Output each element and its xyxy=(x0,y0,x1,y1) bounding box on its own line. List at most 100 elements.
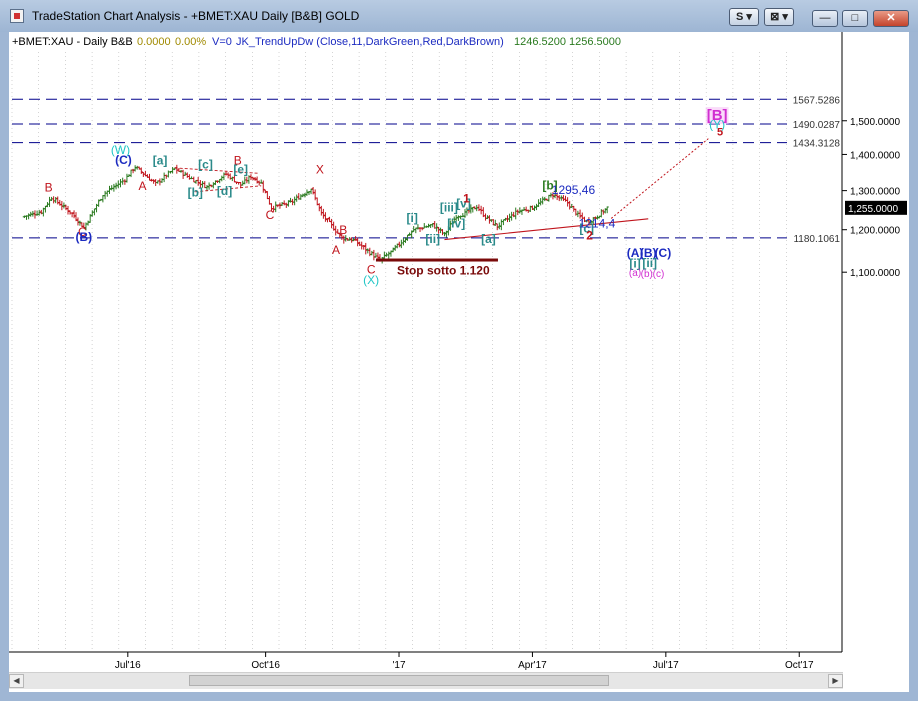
wave-label: [c] xyxy=(198,158,213,172)
wave-label: 1214,4 xyxy=(579,217,616,231)
chart-area[interactable]: 1567.5286 1490.0287 1434.3128 1180.1061 Sto… xyxy=(9,32,909,692)
drawn-lines: Stop sotto 1.120 xyxy=(174,138,709,278)
title-bar[interactable]: TradeStation Chart Analysis - +BMET:XAU … xyxy=(0,0,918,32)
wave-label: [a] xyxy=(481,232,496,246)
level-label-bg xyxy=(787,135,839,149)
wave-label: B xyxy=(45,180,53,194)
app-icon xyxy=(10,9,24,23)
header-change: 0.0000 xyxy=(137,36,171,48)
stop-box-bar xyxy=(375,258,498,262)
wave-label: C xyxy=(367,263,376,277)
x-tick-label: Jul'16 xyxy=(115,660,141,671)
wave-labels: (W)(C)BC(B)[a]A[c] B[e][b] [d]CXBAC(X)[i][… xyxy=(45,107,729,287)
wave-label: C xyxy=(78,225,87,239)
triangle-upper-line xyxy=(174,167,259,174)
wave-label: 1 xyxy=(463,191,470,205)
wave-label: (Y) xyxy=(709,118,725,132)
wave-label: 5 xyxy=(717,127,723,139)
x-tick-label: Apr'17 xyxy=(518,660,547,671)
header-indicator-value-1: 1246.5200 xyxy=(514,36,566,48)
wave-label: X xyxy=(316,163,324,177)
wave-label: A xyxy=(138,179,146,193)
stop-label: Stop sotto 1.120 xyxy=(397,264,490,278)
y-tick-label: 1,200.0000 xyxy=(850,226,900,237)
price-bars xyxy=(22,164,609,264)
right-border xyxy=(909,32,918,692)
level-label: 1567.5286 xyxy=(793,95,841,106)
level-label: 1434.3128 xyxy=(793,139,841,150)
header-symbol: +BMET:XAU - Daily B&B xyxy=(12,36,133,48)
projection-line xyxy=(610,138,709,219)
x-tick-label: Oct'16 xyxy=(251,660,280,671)
wave-label: [i] xyxy=(407,211,418,225)
close-button[interactable]: ✕ xyxy=(873,10,909,27)
wave-label: [B] xyxy=(707,107,728,124)
wave-label: C xyxy=(266,208,275,222)
scroll-left-button[interactable]: ◀ xyxy=(9,674,24,688)
window-title: TradeStation Chart Analysis - +BMET:XAU … xyxy=(32,9,360,23)
wave-label: [b] xyxy=(188,186,203,200)
wave-label: (W) xyxy=(111,143,130,157)
scroll-right-button[interactable]: ▶ xyxy=(828,674,843,688)
trend-line xyxy=(444,218,649,241)
level-label-bg xyxy=(787,230,839,244)
last-price-box xyxy=(845,200,907,215)
horizontal-levels: 1567.5286 1490.0287 1434.3128 1180.1061 xyxy=(12,92,842,245)
wave-label: (C) xyxy=(655,246,672,260)
level-label-bg xyxy=(787,92,839,106)
horizontal-scrollbar[interactable]: ◀ ▶ xyxy=(9,672,843,689)
wave-label: [iv] xyxy=(447,217,465,231)
wave-label: B xyxy=(234,153,242,167)
y-tick-label: 1,100.0000 xyxy=(850,268,900,279)
minimize-button[interactable]: — xyxy=(812,10,838,27)
wave-label: (C) xyxy=(115,153,132,167)
wave-label: [b] xyxy=(542,179,557,193)
wave-label: (a) xyxy=(629,268,641,279)
style-menu-label: S xyxy=(736,11,744,23)
wave-label: (A) xyxy=(627,246,644,260)
y-axis: 1,100.0000 1,200.0000 1,300.0000 1,400.0000… xyxy=(841,32,907,652)
scroll-thumb[interactable] xyxy=(189,675,609,686)
level-label: 1490.0287 xyxy=(793,120,841,131)
wave-label: [i] xyxy=(629,256,640,270)
grid xyxy=(11,52,787,652)
x-axis: Jul'16 Oct'16 '17 Apr'17 Jul'17 Oct'17 xyxy=(9,651,842,671)
wave-label: [iii] xyxy=(440,201,458,215)
wave-label: [e] xyxy=(233,163,248,177)
tools-menu-label: ⊠ xyxy=(770,11,780,23)
wave-label: A xyxy=(332,243,340,257)
wave-label: [ii] xyxy=(642,256,657,270)
y-tick-label: 1,300.0000 xyxy=(850,187,900,198)
y-tick-label: 1,500.0000 xyxy=(850,117,900,128)
header-indicator-value-2: 1256.5000 xyxy=(569,36,621,48)
wave-label: (X) xyxy=(363,273,379,287)
level-label-bg xyxy=(787,117,839,131)
wave-label: [v] xyxy=(456,196,471,210)
wave-label: (B) xyxy=(640,246,657,260)
last-price-label: 1,255.0000 xyxy=(848,204,898,215)
wave-label: (B) xyxy=(75,230,92,244)
maximize-button[interactable]: □ xyxy=(842,10,868,27)
wave-label: [d] xyxy=(217,184,232,198)
tools-menu-button[interactable]: ⊠ ▾ xyxy=(764,8,794,26)
price-chart[interactable]: 1567.5286 1490.0287 1434.3128 1180.1061 Sto… xyxy=(9,32,909,672)
wave-label: 2 xyxy=(586,229,593,243)
wave-label: 1295,46 xyxy=(552,183,596,197)
wave-label: (c) xyxy=(653,269,665,280)
header-change-pct: 0.00% xyxy=(175,36,206,48)
x-tick-label: '17 xyxy=(393,660,406,671)
wave-label: [c] xyxy=(579,222,594,236)
style-menu-button[interactable]: S ▾ xyxy=(729,8,759,26)
wave-label: [a] xyxy=(153,154,168,168)
wave-label: (b) xyxy=(641,269,653,280)
header-indicator: JK_TrendUpDw (Close,11,DarkGreen,Red,Dar… xyxy=(236,36,504,48)
triangle-lower-line xyxy=(195,185,262,193)
header-volume: V=0 xyxy=(212,36,232,48)
x-tick-label: Jul'17 xyxy=(653,660,679,671)
level-label: 1180.1061 xyxy=(793,234,840,245)
wave-label: B xyxy=(339,223,347,237)
wave-label-highlight xyxy=(705,107,729,125)
x-tick-label: Oct'17 xyxy=(785,660,814,671)
y-tick-label: 1,400.0000 xyxy=(850,150,900,161)
